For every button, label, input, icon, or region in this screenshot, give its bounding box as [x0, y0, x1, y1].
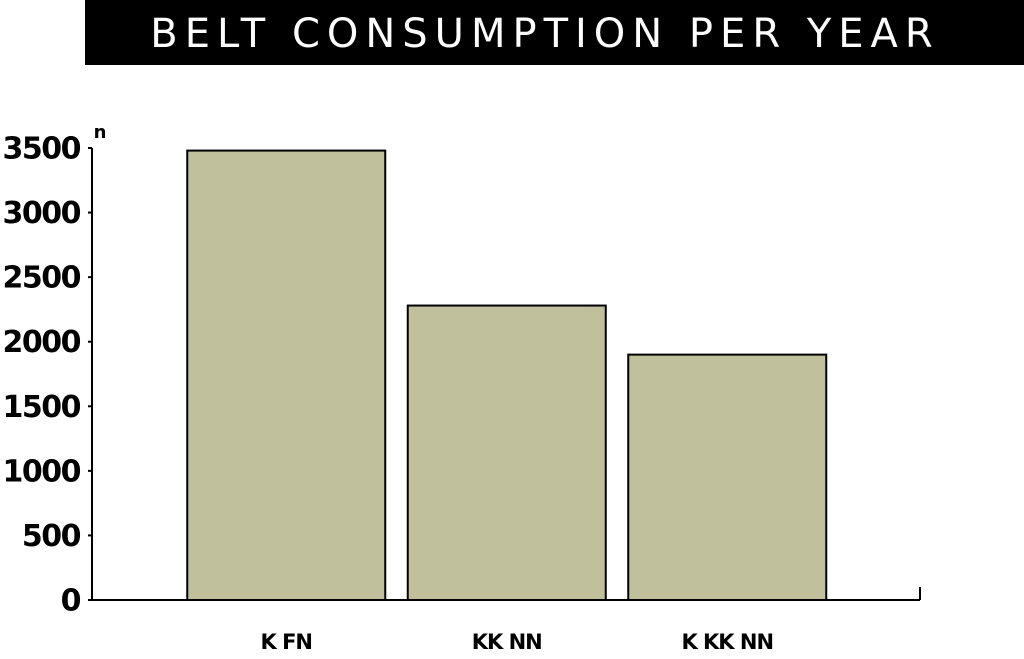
title-banner [85, 0, 1024, 65]
y-tick-label: 1500 [3, 390, 81, 425]
bar [627, 353, 828, 601]
y-tick-label: 500 [22, 519, 81, 554]
y-tick-label: 2500 [3, 261, 81, 296]
y-tick-label: 1000 [3, 454, 81, 489]
y-tick-label: 3000 [3, 196, 81, 231]
x-tick-label: K KK NN [681, 630, 773, 654]
x-tick-label: KK NN [472, 630, 542, 654]
y-tick-label: 3500 [3, 132, 81, 167]
x-tick-label: K FN [260, 630, 312, 654]
bar [186, 149, 387, 601]
y-tick-label: 0 [61, 584, 81, 619]
y-tick-label: 2000 [3, 325, 81, 360]
y-axis-label: n [94, 122, 107, 143]
bar [406, 304, 607, 601]
chart-title: BELT CONSUMPTION PER YEAR [150, 11, 939, 57]
